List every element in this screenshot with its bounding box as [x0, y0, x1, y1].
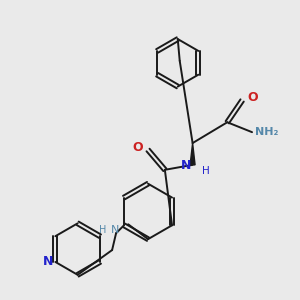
Text: NH₂: NH₂ — [255, 127, 278, 137]
Polygon shape — [190, 143, 195, 165]
Text: N: N — [111, 225, 119, 235]
Text: O: O — [247, 91, 258, 104]
Text: H: H — [99, 225, 106, 235]
Text: N: N — [43, 256, 53, 268]
Text: O: O — [132, 140, 143, 154]
Text: H: H — [202, 166, 209, 176]
Text: N: N — [181, 159, 192, 172]
